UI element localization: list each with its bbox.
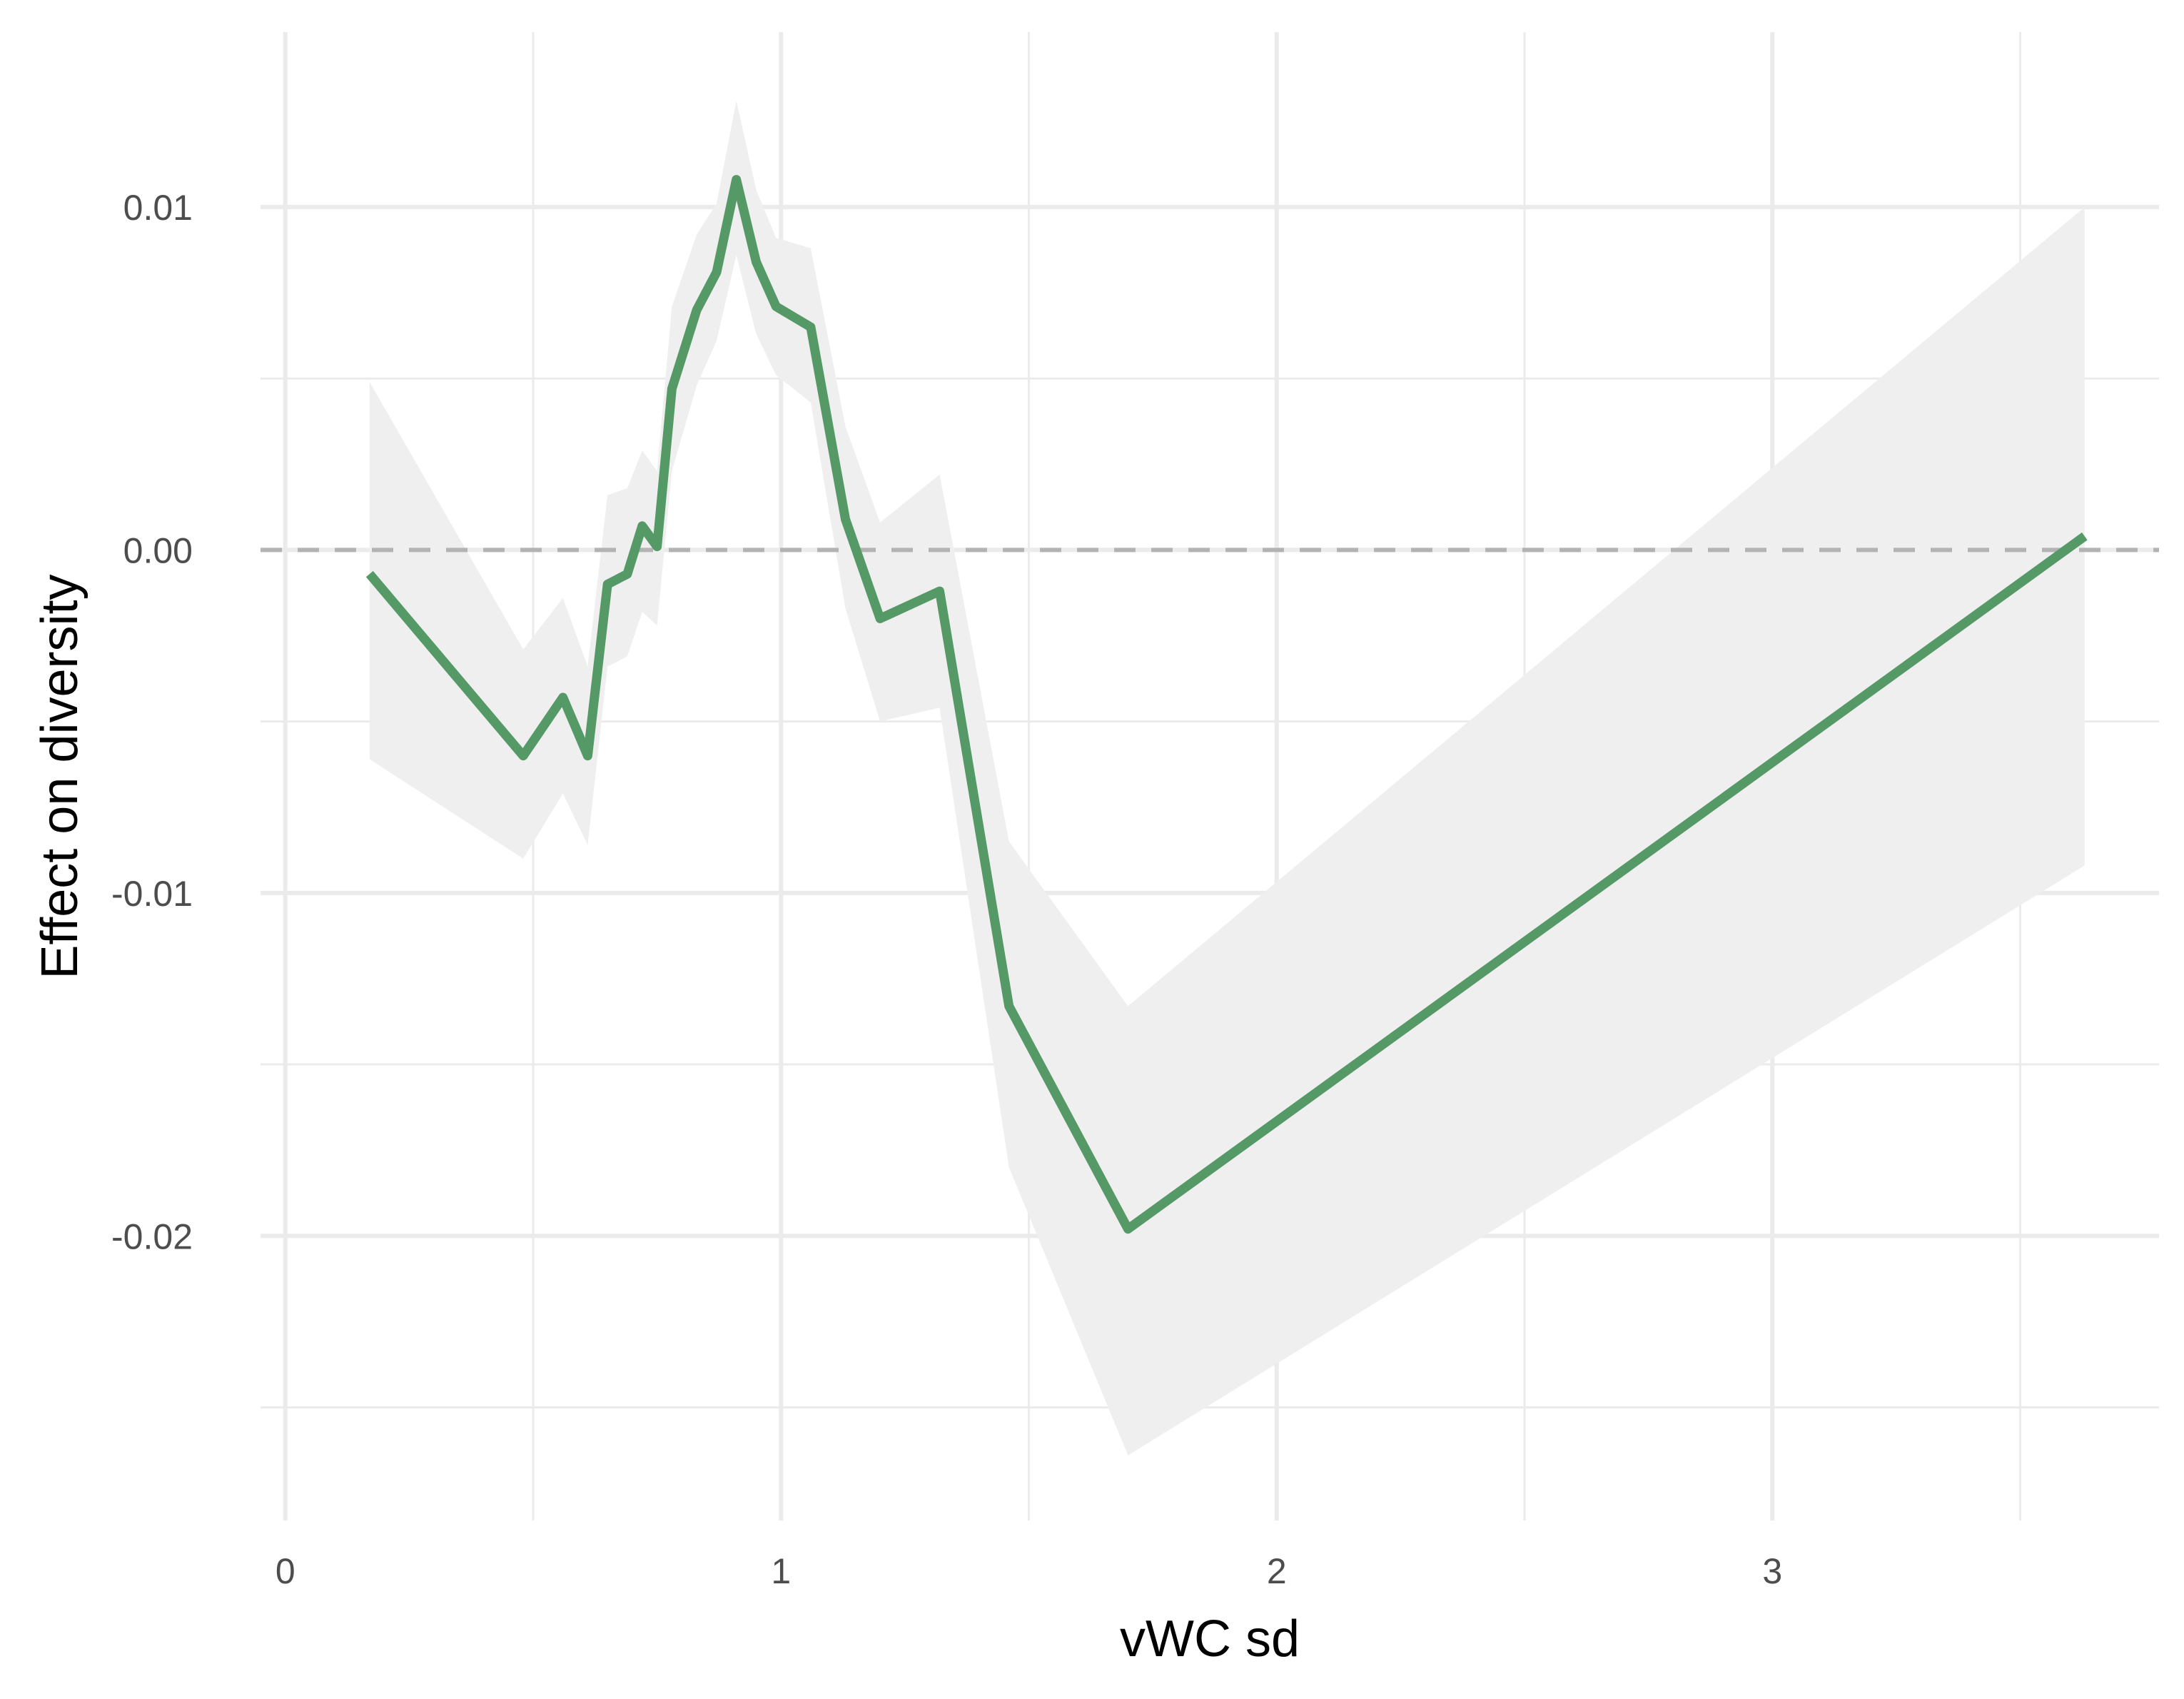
confidence-ribbon-layer xyxy=(369,101,2085,1456)
series-line-layer xyxy=(365,175,2088,1234)
x-tick-label: 2 xyxy=(1267,1551,1287,1591)
y-tick-label: 0.01 xyxy=(123,188,193,228)
x-tick-labels: 0 1 2 3 xyxy=(275,1551,1782,1591)
x-tick-label: 3 xyxy=(1762,1551,1782,1591)
confidence-ribbon xyxy=(369,101,2085,1456)
y-tick-label: 0.00 xyxy=(123,530,193,570)
x-tick-label: 1 xyxy=(771,1551,791,1591)
x-axis-title: vWC sd xyxy=(1120,1610,1300,1668)
y-tick-labels: 0.01 0.00 -0.01 -0.02 xyxy=(111,188,193,1256)
x-tick-label: 0 xyxy=(275,1551,295,1591)
y-tick-label: -0.02 xyxy=(111,1216,193,1256)
y-tick-label: -0.01 xyxy=(111,874,193,914)
effect-line xyxy=(365,175,2088,1234)
y-axis-title: Effect on diversity xyxy=(31,575,89,979)
